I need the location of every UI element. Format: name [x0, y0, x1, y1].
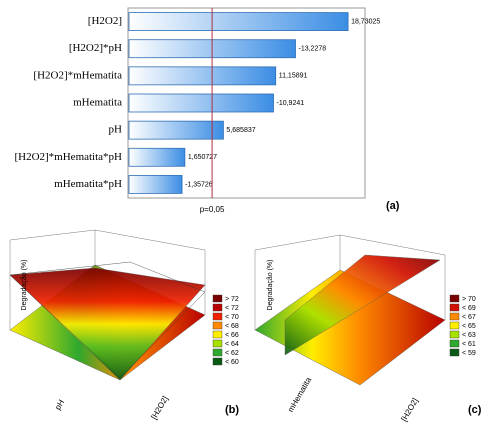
legend-swatch — [449, 312, 460, 321]
z-axis-label: Degradação (%) — [21, 260, 28, 311]
legend-label: < 62 — [225, 350, 239, 357]
panel-label: (c) — [468, 404, 482, 416]
surface-c — [254, 234, 446, 386]
category-label: [H2O2] — [88, 15, 122, 27]
bar — [128, 147, 186, 167]
legend-label: < 66 — [225, 332, 239, 339]
bar — [128, 12, 349, 31]
legend-swatch — [449, 321, 460, 330]
reference-label: p=0,05 — [200, 205, 225, 214]
legend-swatch — [212, 339, 223, 348]
category-label: mHematita*pH — [54, 178, 122, 190]
category-label: mHematita — [73, 97, 122, 109]
value-label: 18,73025 — [351, 18, 380, 25]
value-label: -1,35726 — [185, 181, 213, 188]
legend-label: < 61 — [462, 341, 476, 348]
category-label: [H2O2]*mHematita*pH — [14, 151, 122, 163]
legend-swatch — [449, 339, 460, 348]
legend-swatch — [212, 303, 223, 312]
legend-label: > 70 — [462, 296, 476, 303]
legend-label: < 72 — [225, 305, 239, 312]
legend-swatch — [212, 330, 223, 339]
value-label: -10,9241 — [276, 100, 304, 107]
bar — [128, 93, 274, 113]
legend-label: < 67 — [462, 314, 476, 321]
value-label: -13,2278 — [299, 46, 327, 53]
legend-swatch — [212, 348, 223, 357]
legend-label: < 69 — [462, 305, 476, 312]
panel-label: (b) — [225, 404, 239, 416]
legend-label: < 60 — [225, 359, 239, 366]
category-label: [H2O2]*pH — [69, 42, 122, 54]
y-axis-label: [H2O2] — [399, 397, 419, 423]
bar — [128, 120, 224, 140]
surface-b — [9, 229, 206, 381]
legend-label: < 68 — [225, 323, 239, 330]
value-label: 1,650727 — [188, 154, 217, 161]
category-label: [H2O2]*mHematita — [33, 69, 122, 81]
plot-frame — [127, 7, 366, 199]
legend-swatch — [449, 303, 460, 312]
z-axis-label: Degradação (%) — [267, 260, 274, 311]
legend-swatch — [449, 330, 460, 339]
legend-label: < 70 — [225, 314, 239, 321]
x-axis-label: mHematita — [286, 375, 313, 413]
legend-label: < 59 — [462, 350, 476, 357]
x-axis-label: pH — [53, 398, 66, 412]
legend-swatch — [212, 357, 223, 366]
value-label: 5,685837 — [226, 127, 255, 134]
legend-label: < 63 — [462, 332, 476, 339]
panel-label: (a) — [386, 200, 400, 212]
legend-swatch — [449, 294, 460, 303]
legend-label: < 65 — [462, 323, 476, 330]
legend-swatch — [212, 312, 223, 321]
legend-label: < 64 — [225, 341, 239, 348]
legend-swatch — [212, 321, 223, 330]
value-label: 11,15891 — [279, 73, 308, 80]
legend-swatch — [212, 294, 223, 303]
bar — [128, 66, 277, 86]
legend-swatch — [449, 348, 460, 357]
bar — [128, 175, 183, 194]
category-label: pH — [109, 124, 123, 136]
legend-label: > 72 — [225, 296, 239, 303]
y-axis-label: [H2O2] — [149, 395, 169, 421]
